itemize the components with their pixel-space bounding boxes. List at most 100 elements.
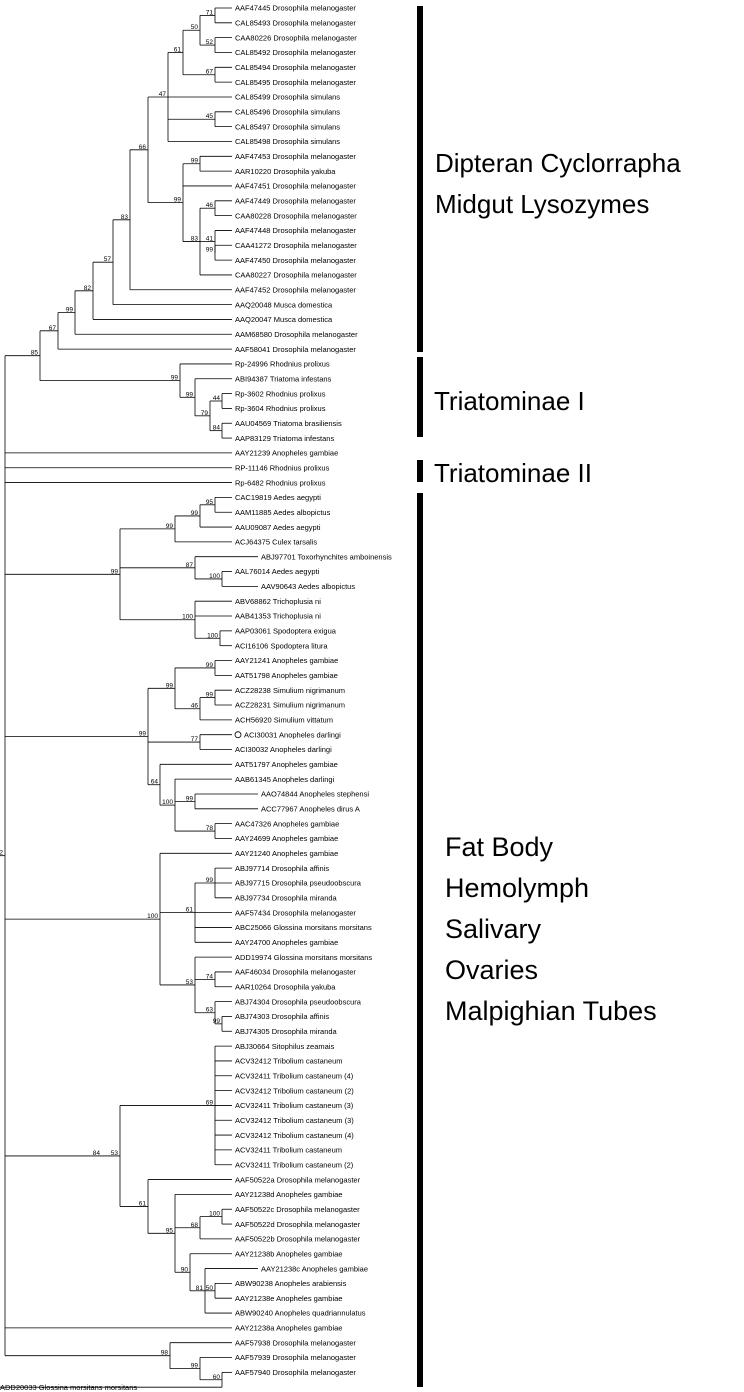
bootstrap-value: 99 bbox=[174, 197, 182, 204]
leaf-label: AAQ20048 Musca domestica bbox=[235, 300, 333, 309]
bootstrap-value: 99 bbox=[206, 877, 214, 884]
group-label-ovaries: Ovaries bbox=[445, 955, 538, 985]
bootstrap-value: 53 bbox=[186, 979, 194, 986]
leaf-label: AAL76014 Aedes aegypti bbox=[235, 567, 320, 576]
bootstrap-value: 100 bbox=[209, 1211, 220, 1218]
leaf-label: CAA80226 Drosophila melanogaster bbox=[235, 33, 357, 42]
group-label-triatominae-1: Triatominae I bbox=[434, 386, 585, 416]
leaf-label: ABJ97701 Toxorhynchites amboinensis bbox=[261, 552, 392, 561]
bootstrap-value: 78 bbox=[206, 825, 214, 832]
leaf-label: AAY21238a Anopheles gambiae bbox=[235, 1324, 342, 1333]
bootstrap-value: 63 bbox=[206, 1007, 214, 1014]
bootstrap-value: 68 bbox=[191, 1222, 199, 1229]
leaf-label: AAF47450 Drosophila melanogaster bbox=[235, 256, 356, 265]
leaf-label: AAF47445 Drosophila melanogaster bbox=[235, 4, 356, 13]
leaf-label: CAC19819 Aedes aegypti bbox=[235, 493, 321, 502]
bootstrap-value: 81 bbox=[196, 1285, 204, 1292]
leaf-label: AAF47451 Drosophila melanogaster bbox=[235, 182, 356, 191]
leaf-label: ACI16106 Spodoptera litura bbox=[235, 641, 328, 650]
bootstrap-value: 44 bbox=[213, 395, 221, 402]
leaf-label: AAF47453 Drosophila melanogaster bbox=[235, 152, 356, 161]
bootstrap-value: 61 bbox=[139, 1200, 147, 1207]
leaf-label: CAL85499 Drosophila simulans bbox=[235, 93, 340, 102]
leaf-label: ACV32411 Tribolium castaneum (2) bbox=[235, 1160, 354, 1169]
leaf-label: AAF50522a Drosophila melanogaster bbox=[235, 1175, 361, 1184]
leaf-label: CAL85493 Drosophila melanogaster bbox=[235, 19, 356, 28]
bootstrap-value: 46 bbox=[206, 202, 214, 209]
leaf-label: ABJ30664 Sitophilus zeamais bbox=[235, 1042, 334, 1051]
leaf-label: ACZ28238 Simulium nigrimanum bbox=[235, 686, 345, 695]
bootstrap-value: 57 bbox=[104, 256, 112, 263]
bootstrap-value: 99 bbox=[186, 795, 194, 802]
bootstrap-value: 77 bbox=[191, 736, 199, 743]
bootstrap-value: 85 bbox=[31, 350, 39, 357]
leaf-label: AAP03061 Spodoptera exigua bbox=[235, 627, 337, 636]
bootstrap-value: 84 bbox=[213, 425, 221, 432]
highlight-marker-icon bbox=[234, 731, 242, 739]
leaf-label: AAY21238e Anopheles gambiae bbox=[235, 1294, 342, 1303]
leaf-label: Rp-3602 Rhodnius prolixus bbox=[235, 389, 326, 398]
leaf-label: CAL85495 Drosophila melanogaster bbox=[235, 78, 356, 87]
group-label-salivary: Salivary bbox=[445, 914, 542, 944]
leaf-label: CAL85497 Drosophila simulans bbox=[235, 122, 340, 131]
bootstrap-value: 82 bbox=[84, 285, 92, 292]
bootstrap-value: 95 bbox=[206, 499, 214, 506]
leaf-label: ACI30031 Anopheles darlingi bbox=[244, 730, 341, 739]
leaf-label: AAF57434 Drosophila melanogaster bbox=[235, 908, 356, 917]
bootstrap-value: 99 bbox=[191, 158, 199, 165]
leaf-label: AAY24700 Anopheles gambiae bbox=[235, 938, 338, 947]
bootstrap-value: 99 bbox=[206, 662, 214, 669]
bootstrap-value: 99 bbox=[213, 1018, 221, 1025]
bootstrap-value: 61 bbox=[186, 907, 194, 914]
group-bar-fat-body bbox=[417, 493, 423, 1387]
leaf-label: RP-11146 Rhodnius prolixus bbox=[235, 463, 330, 472]
leaf-label: CAL85492 Drosophila melanogaster bbox=[235, 48, 356, 57]
bootstrap-value: 100 bbox=[182, 614, 193, 621]
leaf-label: AAR10220 Drosophila yakuba bbox=[235, 167, 336, 176]
bootstrap-value: 84 bbox=[93, 1150, 101, 1157]
bootstrap-value: 83 bbox=[121, 214, 129, 221]
bootstrap-value: 90 bbox=[181, 1266, 189, 1273]
leaf-label: CAA80227 Drosophila melanogaster bbox=[235, 271, 357, 280]
group-label-malpighian-tubes: Malpighian Tubes bbox=[445, 996, 657, 1026]
leaf-label: CAL85496 Drosophila simulans bbox=[235, 108, 340, 117]
leaf-label: ACV32411 Tribolium castaneum bbox=[235, 1146, 342, 1155]
bootstrap-value: 64 bbox=[151, 779, 159, 786]
bootstrap-value: 99 bbox=[66, 307, 74, 314]
leaf-label: AAF58041 Drosophila melanogaster bbox=[235, 345, 356, 354]
bootstrap-value: 99 bbox=[206, 247, 214, 254]
group-bar-dipteran bbox=[417, 6, 423, 352]
leaf-label: CAA80228 Drosophila melanogaster bbox=[235, 211, 357, 220]
bootstrap-value: 46 bbox=[191, 703, 199, 710]
leaf-label: ACV32411 Tribolium castaneum (4) bbox=[235, 1071, 354, 1080]
bootstrap-value: 95 bbox=[166, 1227, 174, 1234]
bootstrap-value: 60 bbox=[213, 1374, 221, 1381]
bootstrap-value: 99 bbox=[171, 375, 179, 382]
bootstrap-value: 53 bbox=[111, 1150, 119, 1157]
leaf-label: AAR10264 Drosophila yakuba bbox=[235, 982, 336, 991]
group-bar-triatominae-2 bbox=[417, 460, 423, 482]
leaf-label: ADD20033 Glossina morsitans morsitans bbox=[0, 1383, 137, 1392]
leaf-label: ADD19974 Glossina morsitans morsitans bbox=[235, 953, 372, 962]
bootstrap-value: 99 bbox=[186, 391, 194, 398]
leaf-label: ABJ74303 Drosophila affinis bbox=[235, 1012, 329, 1021]
bootstrap-value: 83 bbox=[191, 236, 199, 243]
leaf-label: AAF47449 Drosophila melanogaster bbox=[235, 196, 356, 205]
bootstrap-value: 99 bbox=[191, 1363, 199, 1370]
bootstrap-value: 100 bbox=[209, 573, 220, 580]
tree-branches bbox=[0, 7, 258, 1388]
bootstrap-value: 99 bbox=[139, 731, 147, 738]
bootstrap-value: 50 bbox=[206, 1285, 214, 1292]
leaf-label: ABJ74305 Drosophila miranda bbox=[235, 1027, 338, 1036]
leaf-label: ACV32412 Tribolium castaneum (2) bbox=[235, 1086, 354, 1095]
leaf-label: ACV32411 Tribolium castaneum (3) bbox=[235, 1101, 354, 1110]
leaf-label: Rp-24996 Rhodnius prolixus bbox=[235, 360, 330, 369]
leaf-label: AAF50522c Drosophila melanogaster bbox=[235, 1205, 360, 1214]
leaf-label: ACV32412 Tribolium castaneum (3) bbox=[235, 1116, 354, 1125]
leaf-label: AAC47326 Anopheles gambiae bbox=[235, 819, 339, 828]
leaf-label: AAY21238c Anopheles gambiae bbox=[261, 1264, 368, 1273]
bootstrap-value: 79 bbox=[201, 410, 209, 417]
leaf-label: ACJ64375 Culex tarsalis bbox=[235, 538, 317, 547]
leaf-label: ABC25066 Glossina morsitans morsitans bbox=[235, 923, 372, 932]
group-label-dipteran-2: Midgut Lysozymes bbox=[435, 189, 649, 219]
